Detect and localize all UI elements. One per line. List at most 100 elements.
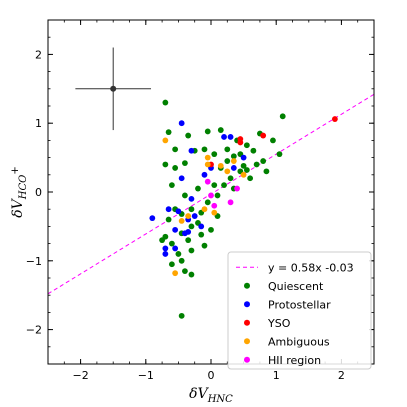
point-quiescent [168, 240, 175, 247]
point-protostellar [172, 245, 179, 252]
point-protostellar [162, 245, 169, 252]
x-tick-label: −2 [72, 369, 88, 382]
y-tick-label: 2 [35, 48, 42, 61]
legend-fit-label: y = 0.58x -0.03 [268, 261, 354, 274]
point-protostellar [230, 165, 237, 171]
point-quiescent [204, 128, 211, 135]
point-quiescent [162, 161, 169, 168]
point-yso [237, 139, 244, 146]
point-yso [260, 132, 267, 139]
point-quiescent [188, 271, 195, 278]
point-hii-region [211, 202, 218, 209]
point-ambiguous [217, 162, 224, 169]
point-quiescent [211, 182, 218, 189]
point-quiescent [175, 251, 182, 257]
point-quiescent [247, 175, 254, 182]
point-protostellar [188, 147, 195, 154]
point-protostellar [178, 120, 185, 127]
point-ambiguous [211, 209, 218, 216]
legend: y = 0.58x -0.03 Quiescent Protostellar YSO A… [227, 251, 372, 370]
point-quiescent [204, 199, 211, 206]
point-quiescent [243, 167, 250, 173]
point-hii-region [227, 199, 234, 206]
point-ambiguous [201, 206, 208, 213]
error-bar-center [110, 85, 117, 92]
legend-marker-yso [244, 319, 250, 326]
point-quiescent [221, 182, 227, 189]
point-protostellar [162, 251, 169, 257]
legend-marker-quiescent [244, 282, 250, 289]
point-quiescent [201, 146, 208, 153]
point-quiescent [227, 175, 234, 182]
legend-marker-hii-region [244, 356, 250, 363]
scatter-points-layer [149, 99, 338, 319]
point-quiescent [172, 146, 179, 153]
point-quiescent [240, 162, 247, 169]
point-quiescent [172, 165, 179, 171]
point-quiescent [224, 146, 231, 153]
point-quiescent [253, 161, 260, 168]
point-protostellar [240, 154, 247, 161]
point-quiescent [162, 99, 169, 106]
point-protostellar [149, 215, 156, 222]
point-quiescent [279, 113, 286, 120]
point-quiescent [168, 261, 175, 268]
point-ambiguous [230, 158, 237, 164]
legend-label-yso: YSO [267, 317, 291, 330]
point-ambiguous [204, 161, 211, 168]
point-quiescent [188, 247, 195, 254]
legend-marker-protostellar [244, 301, 250, 308]
point-quiescent [159, 237, 166, 244]
point-ambiguous [204, 154, 211, 161]
y-axis-label-sub: HCO [18, 175, 29, 201]
point-quiescent [178, 312, 185, 319]
point-quiescent [198, 231, 205, 238]
point-hii-region [234, 185, 240, 192]
point-quiescent [270, 137, 276, 144]
x-tick-label: 0 [208, 369, 215, 382]
error-bar-layer [75, 47, 152, 131]
y-axis-label: δVHCO+ [10, 166, 29, 218]
point-protostellar [198, 223, 205, 230]
point-ambiguous [172, 270, 179, 277]
point-ambiguous [224, 168, 231, 175]
ticks-layer: −2 −1 0 1 2 −2 −1 0 1 2 [26, 19, 375, 382]
point-quiescent [165, 216, 172, 223]
point-quiescent [182, 268, 188, 275]
point-quiescent [165, 129, 172, 136]
legend-label-ambiguous: Ambiguous [268, 335, 330, 348]
point-quiescent [276, 151, 283, 158]
legend-marker-ambiguous [244, 338, 250, 345]
point-quiescent [185, 237, 192, 244]
y-axis-label-base: δV [10, 197, 26, 217]
legend-label-quiescent: Quiescent [268, 280, 324, 293]
point-protostellar [175, 208, 182, 215]
point-protostellar [188, 195, 195, 202]
x-tick-label: 1 [273, 369, 280, 382]
legend-label-protostellar: Protostellar [268, 298, 331, 311]
y-axis-label-sup: + [10, 166, 21, 174]
point-hii-region [208, 192, 214, 199]
x-axis-label-base: δV [189, 386, 209, 402]
point-protostellar [227, 134, 234, 140]
point-quiescent [217, 127, 224, 133]
legend-label-hii-region: HII region [268, 354, 321, 367]
point-ambiguous [162, 137, 169, 144]
point-quiescent [230, 153, 237, 160]
point-quiescent [182, 192, 188, 199]
point-protostellar [178, 175, 185, 182]
point-quiescent [188, 223, 195, 230]
point-quiescent [211, 151, 218, 158]
point-quiescent [168, 182, 175, 189]
point-quiescent [195, 185, 201, 192]
point-protostellar [172, 226, 179, 233]
y-tick-label: 1 [35, 117, 42, 130]
point-quiescent [178, 257, 185, 264]
point-protostellar [191, 213, 198, 219]
y-tick-label: 0 [35, 186, 42, 199]
point-yso [331, 116, 338, 122]
point-quiescent [250, 147, 257, 154]
legend-box [227, 251, 372, 370]
point-protostellar [201, 171, 208, 178]
